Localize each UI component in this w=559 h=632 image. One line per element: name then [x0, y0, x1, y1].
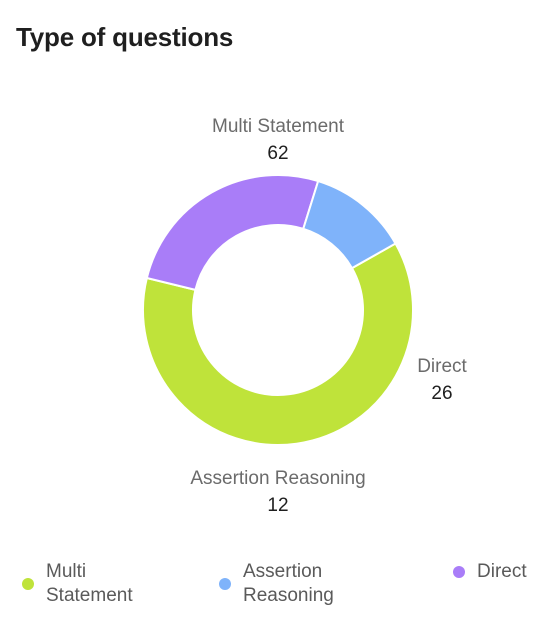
slice-labels-group: Multi Statement 62 Direct 26 Assertion Reaso…	[190, 116, 467, 516]
legend-label: Multi Statement	[46, 561, 133, 606]
slice-label-multi-statement: Multi Statement	[212, 116, 345, 137]
dot-icon	[22, 578, 34, 590]
slice-value-multi-statement: 62	[267, 143, 288, 164]
legend-item-direct[interactable]: Direct	[453, 560, 527, 584]
slice-direct[interactable]	[145, 174, 320, 292]
slices-group	[142, 174, 414, 446]
legend-label: Direct	[477, 561, 527, 582]
slice-value-direct: 26	[431, 383, 452, 404]
slice-value-assertion-reasoning: 12	[267, 495, 288, 516]
chart-title: Type of questions	[16, 22, 234, 52]
slice-assertion-reasoning[interactable]	[302, 179, 397, 270]
dot-icon	[219, 578, 231, 590]
slice-label-direct: Direct	[417, 356, 467, 377]
legend-label: Assertion Reasoning	[243, 561, 334, 606]
dot-icon	[453, 566, 465, 578]
legend-item-assertion-reasoning[interactable]: Assertion Reasoning	[219, 560, 334, 608]
slice-label-assertion-reasoning: Assertion Reasoning	[190, 468, 365, 489]
slice-multi-statement[interactable]	[142, 242, 414, 446]
legend-item-multi-statement[interactable]: Multi Statement	[22, 560, 133, 608]
legend: Multi Statement Assertion Reasoning Dire…	[0, 560, 559, 612]
